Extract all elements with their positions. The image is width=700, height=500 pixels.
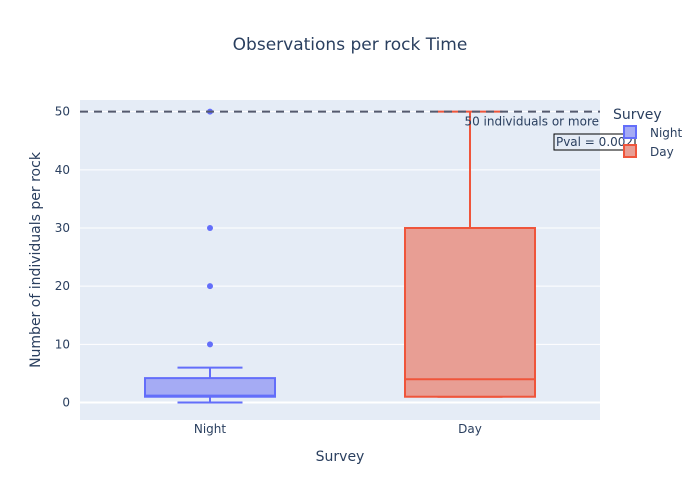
x-tick-label: Day (458, 422, 482, 436)
pvalue-text: Pval = 0.002 (556, 135, 633, 149)
annotations: 50 individuals or more Pval = 0.002 (80, 110, 636, 151)
y-tick-label: 0 (62, 396, 70, 410)
boxes (144, 108, 536, 404)
legend-swatch-day (623, 144, 637, 158)
legend[interactable]: Survey Night Day (613, 107, 683, 159)
legend-title: Survey (613, 107, 662, 123)
box-day (404, 110, 536, 398)
chart-title: Observations per rock Time (233, 35, 468, 55)
iqr-box (144, 377, 276, 398)
box-night (144, 108, 276, 404)
outlier-point (207, 225, 213, 231)
x-axis-ticks: Night Day (194, 422, 482, 436)
pvalue-annotation: Pval = 0.002 (553, 133, 636, 151)
y-axis-ticks: 0 10 20 30 40 50 (55, 105, 70, 410)
threshold-label: 50 individuals or more (464, 115, 599, 129)
y-tick-label: 10 (55, 337, 70, 351)
legend-swatch-night (623, 125, 637, 139)
iqr-box (404, 227, 536, 398)
legend-item-night[interactable]: Night (623, 125, 683, 140)
x-axis-title: Survey (316, 449, 365, 465)
outlier-point (207, 341, 213, 348)
y-axis-title: Number of individuals per rock (28, 151, 44, 368)
pvalue-box (553, 133, 636, 151)
y-tick-label: 40 (55, 163, 70, 177)
y-tick-label: 50 (55, 105, 70, 119)
outlier-point (207, 283, 213, 290)
y-tick-label: 30 (55, 221, 70, 235)
legend-label-night: Night (650, 126, 683, 140)
y-tick-label: 20 (55, 279, 70, 293)
legend-item-day[interactable]: Day (623, 144, 674, 159)
legend-label-day: Day (650, 145, 674, 159)
x-tick-label: Night (194, 422, 227, 436)
